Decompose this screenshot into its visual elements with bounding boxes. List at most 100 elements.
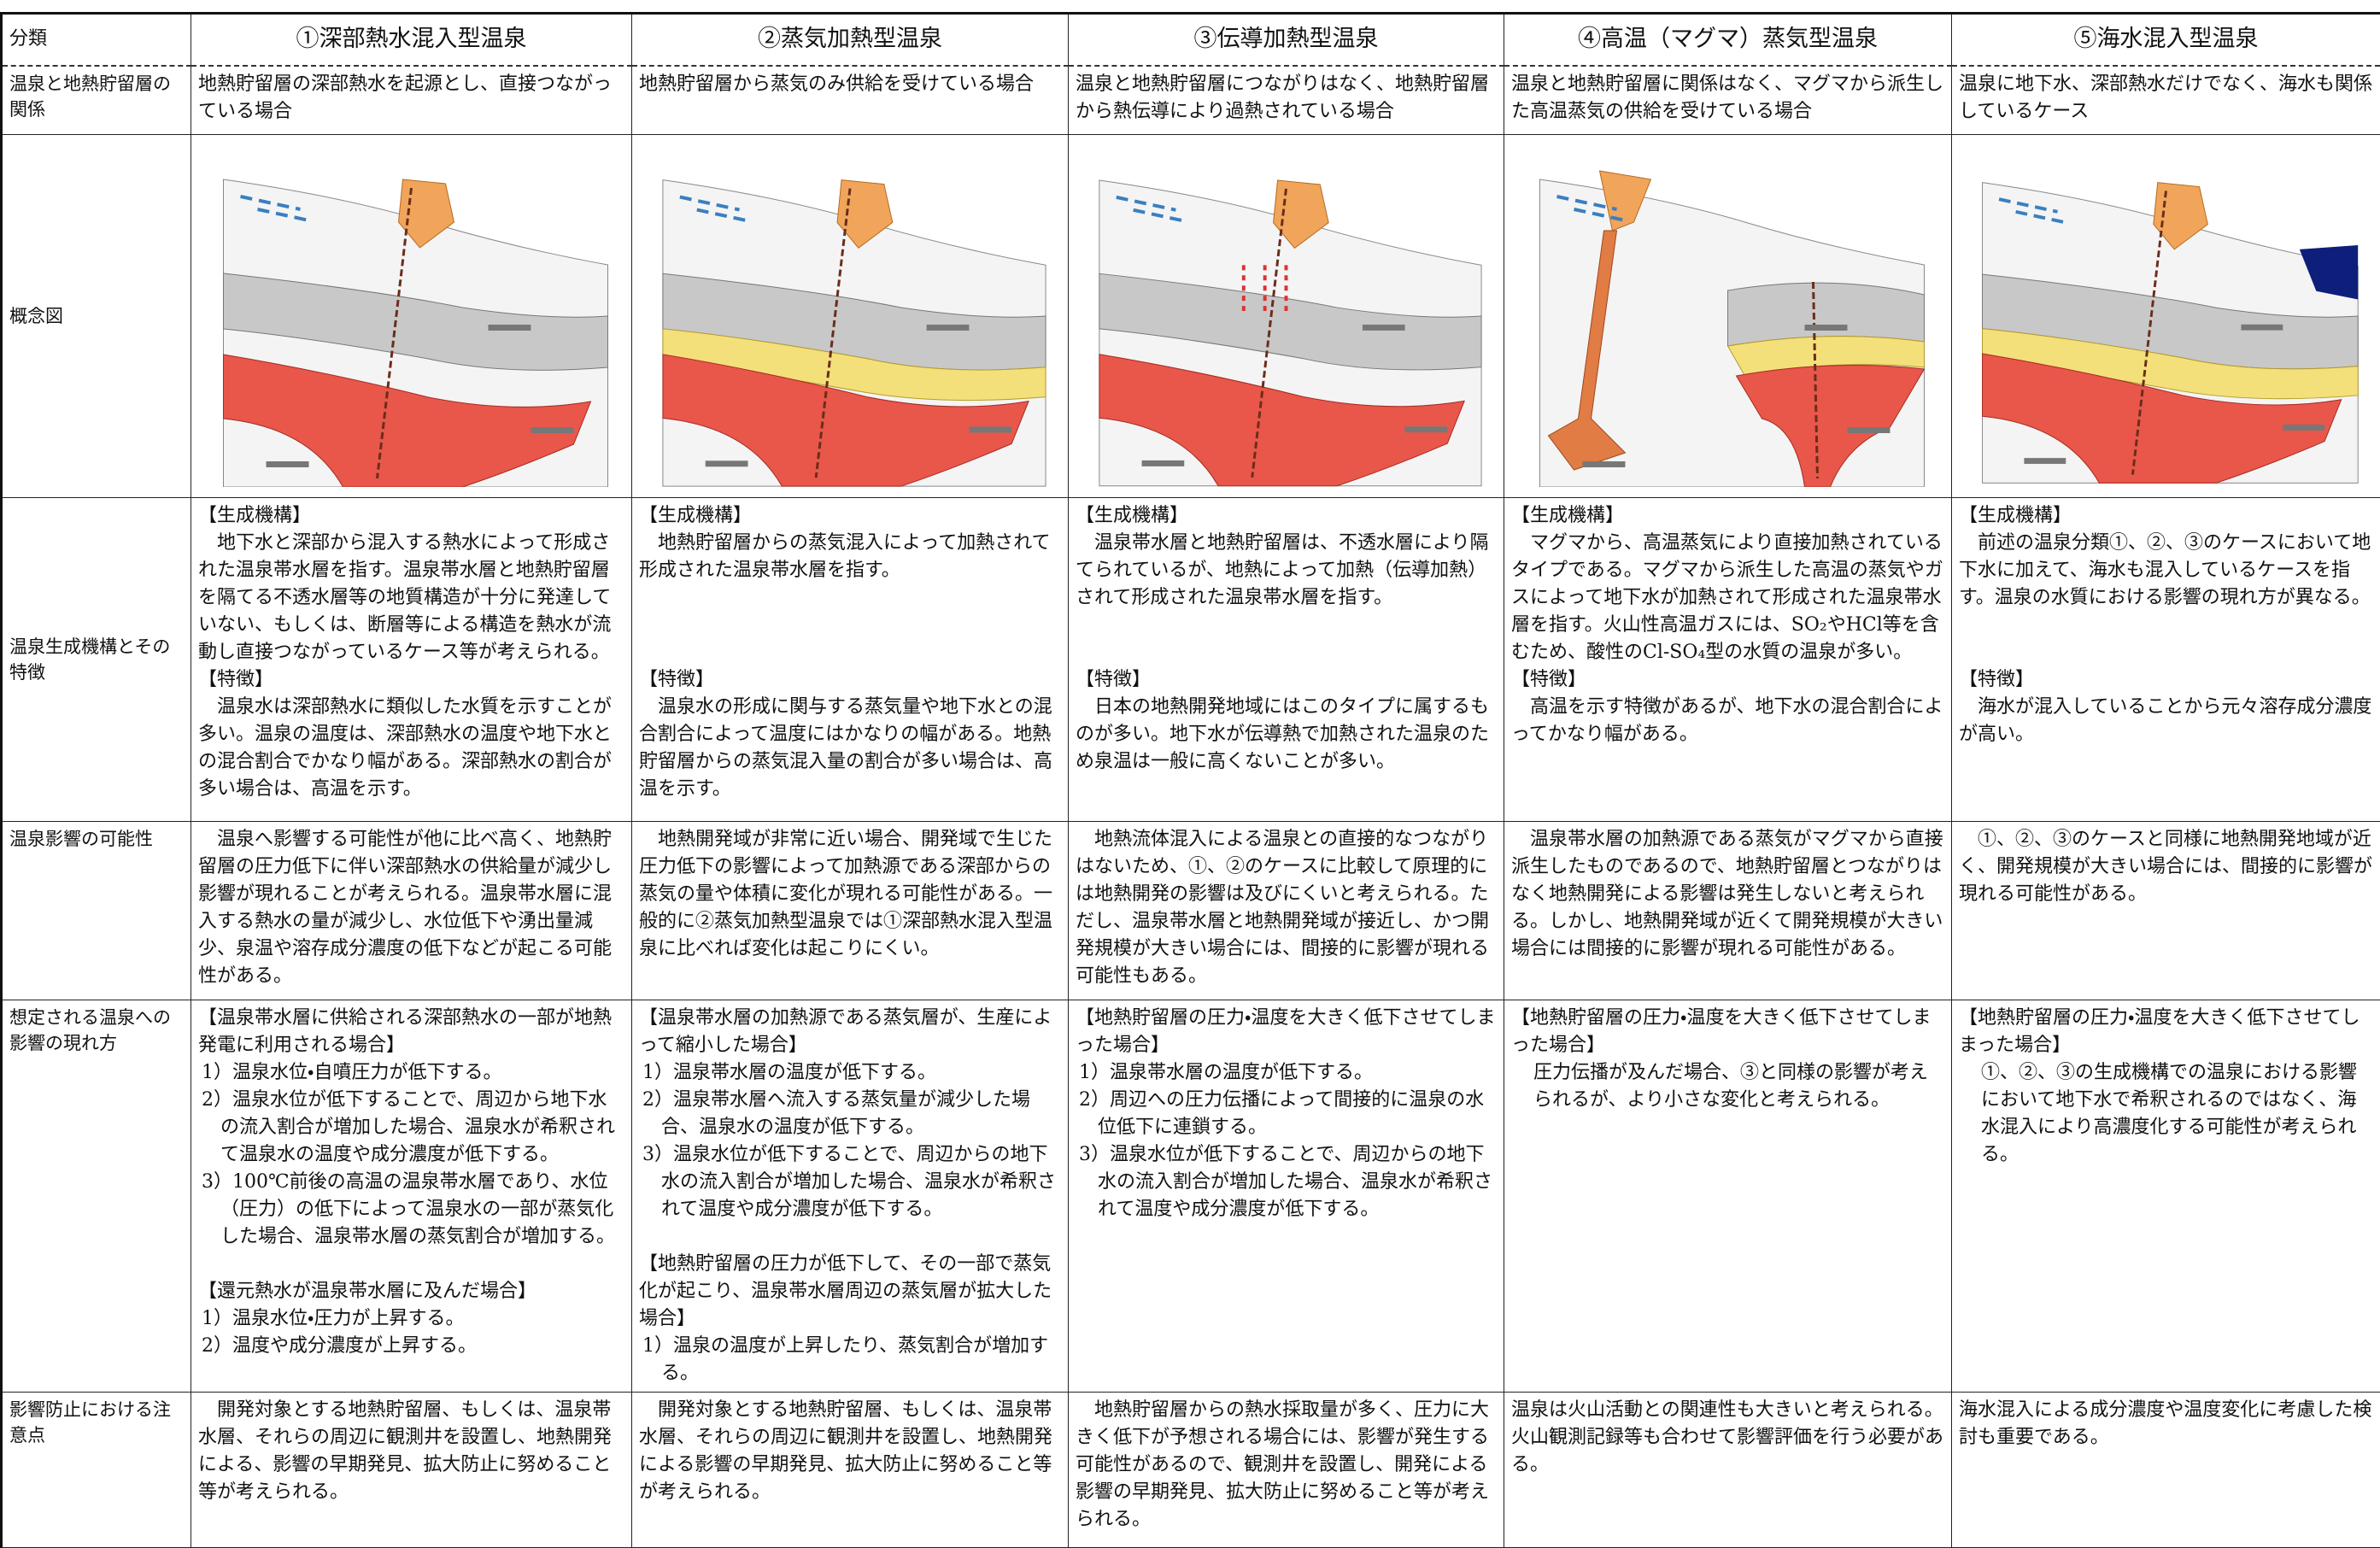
concept-diagram xyxy=(646,145,1054,487)
cell-text: 温泉帯水層の加熱源である蒸気がマグマから直接派生したものであるので、地熱貯留層と… xyxy=(1511,826,1944,963)
feature-section: 【特徴】 高温を示す特徴があるが、地下水の混合割合によってかなり幅がある。 xyxy=(1511,666,1944,748)
cell-text: 温泉は火山活動との関連性も大きいと考えられる。火山観測記録等も合わせて影響評価を… xyxy=(1511,1397,1944,1479)
cell-text: 地熱開発域が非常に近い場合、開発域で生じた圧力低下の影響によって加熱源である深部… xyxy=(639,826,1061,963)
section-text: 高温を示す特徴があるが、地下水の混合割合によってかなり幅がある。 xyxy=(1511,694,1944,748)
table-cell: 開発対象とする地熱貯留層、もしくは、温泉帯水層、それらの周辺に観測井を設置し、地… xyxy=(632,1393,1069,1548)
row-label: 概念図 xyxy=(2,135,191,498)
diagram-cell xyxy=(191,135,632,498)
table-cell: 【生成機構】 温泉帯水層と地熱貯留層は、不透水層により隔てられているが、地熱によ… xyxy=(1069,498,1504,822)
concept-diagram xyxy=(205,145,618,487)
diagram-shape xyxy=(706,460,748,466)
block-item: 2）温泉帯水層へ流入する蒸気量が減少した場合、温泉水の温度が低下する。 xyxy=(639,1087,1061,1141)
block-item: 3）温泉水位が低下することで、周辺からの地下水の流入割合が増加した場合、温泉水が… xyxy=(1076,1141,1497,1223)
cell-text: 温泉へ影響する可能性が他に比べ高く、地熱貯留層の圧力低下に伴い深部熱水の供給量が… xyxy=(198,826,624,990)
concept-diagram xyxy=(1966,145,2366,487)
table-cell: 温泉と地熱貯留層につながりはなく、地熱貯留層から熱伝導により過熱されている場合 xyxy=(1069,66,1504,135)
diagram-shape xyxy=(531,427,574,433)
cell-text: ①、②、③のケースと同様に地熱開発地域が近く、開発規模が大きい場合には、間接的に… xyxy=(1959,826,2373,908)
diagram-shape xyxy=(2283,425,2324,431)
mechanism-section: 【生成機構】 マグマから、高温蒸気により直接加熱されているタイプである。マグマか… xyxy=(1511,502,1944,666)
effect-block: 【地熱貯留層の圧力が低下して、その一部で蒸気化が起こり、温泉帯水層周辺の蒸気層が… xyxy=(639,1251,1061,1387)
cell-text: 開発対象とする地熱貯留層、もしくは、温泉帯水層、それらの周辺に観測井を設置し、地… xyxy=(198,1397,624,1506)
cell-text: 地熱流体混入による温泉との直接的なつながりはないため、①、②のケースに比較して原… xyxy=(1076,826,1497,990)
table-cell: 温泉へ影響する可能性が他に比べ高く、地熱貯留層の圧力低下に伴い深部熱水の供給量が… xyxy=(191,822,632,1000)
mechanism-section: 【生成機構】 地熱貯留層からの蒸気混入によって加熱されて形成された温泉帯水層を指… xyxy=(639,502,1061,666)
section-heading: 【生成機構】 xyxy=(1076,502,1497,530)
section-text: 温泉水は深部熱水に類似した水質を示すことが多い。温泉の温度は、深部熱水の温度や地… xyxy=(198,694,624,803)
mechanism-section: 【生成機構】 地下水と深部から混入する熱水によって形成された温泉帯水層を指す。温… xyxy=(198,502,624,666)
table-cell: 地熱流体混入による温泉との直接的なつながりはないため、①、②のケースに比較して原… xyxy=(1069,822,1504,1000)
section-heading: 【特徴】 xyxy=(1511,666,1944,694)
diagram-shape xyxy=(1405,426,1448,432)
section-text: 地熱貯留層からの蒸気混入によって加熱されて形成された温泉帯水層を指す。 xyxy=(639,530,1061,584)
table-row: 想定される温泉への影響の現れ方【温泉帯水層に供給される深部熱水の一部が地熱発電に… xyxy=(2,1000,2380,1393)
section-text: 温泉帯水層と地熱貯留層は、不透水層により隔てられているが、地熱によって加熱（伝導… xyxy=(1076,530,1497,612)
table-cell: 地熱貯留層からの熱水採取量が多く、圧力に大きく低下が予想される場合には、影響が発… xyxy=(1069,1393,1504,1548)
table-row: 概念図 xyxy=(2,135,2380,498)
block-item: 3）100℃前後の高温の温泉帯水層であり、水位（圧力）の低下によって温泉水の一部… xyxy=(198,1169,624,1251)
cell-text: 海水混入による成分濃度や温度変化に考慮した検討も重要である。 xyxy=(1959,1397,2373,1451)
diagram-shape xyxy=(267,461,309,467)
section-heading: 【生成機構】 xyxy=(1511,502,1944,530)
effect-block: 【地熱貯留層の圧力・温度を大きく低下させてしまった場合】 ①、②、③の生成機構で… xyxy=(1959,1005,2373,1169)
column-header: ①深部熱水混入型温泉 xyxy=(191,14,632,66)
block-heading: 【温泉帯水層の加熱源である蒸気層が、生産によって縮小した場合】 xyxy=(639,1005,1061,1059)
section-heading: 【特徴】 xyxy=(639,666,1061,694)
effect-block: 【地熱貯留層の圧力・温度を大きく低下させてしまった場合】 圧力伝播が及んだ場合、… xyxy=(1511,1005,1944,1114)
diagram-shape xyxy=(1805,325,1848,331)
effect-block: 【地熱貯留層の圧力・温度を大きく低下させてしまった場合】1）温泉帯水層の温度が低… xyxy=(1076,1005,1497,1223)
table-cell: 地熱開発域が非常に近い場合、開発域で生じた圧力低下の影響によって加熱源である深部… xyxy=(632,822,1069,1000)
feature-section: 【特徴】 海水が混入していることから元々溶存成分濃度が高い。 xyxy=(1959,666,2373,748)
block-heading: 【地熱貯留層の圧力が低下して、その一部で蒸気化が起こり、温泉帯水層周辺の蒸気層が… xyxy=(639,1251,1061,1333)
block-heading: 【温泉帯水層に供給される深部熱水の一部が地熱発電に利用される場合】 xyxy=(198,1005,624,1059)
table-cell: 【生成機構】 マグマから、高温蒸気により直接加熱されているタイプである。マグマか… xyxy=(1504,498,1952,822)
concept-diagram xyxy=(1082,145,1490,487)
table-cell: 【生成機構】 地下水と深部から混入する熱水によって形成された温泉帯水層を指す。温… xyxy=(191,498,632,822)
cell-text: 温泉と地熱貯留層に関係はなく、マグマから派生した高温蒸気の供給を受けている場合 xyxy=(1511,71,1944,126)
row-label: 影響防止における注意点 xyxy=(2,1393,191,1548)
section-heading: 【特徴】 xyxy=(198,666,624,694)
cell-text: 地熱貯留層からの熱水採取量が多く、圧力に大きく低下が予想される場合には、影響が発… xyxy=(1076,1397,1497,1533)
section-heading: 【生成機構】 xyxy=(1959,502,2373,530)
block-item: 1）温泉水位・圧力が上昇する。 xyxy=(198,1305,624,1333)
diagram-shape xyxy=(969,426,1011,432)
column-header: ⑤海水混入型温泉 xyxy=(1952,14,2380,66)
block-heading: 【地熱貯留層の圧力・温度を大きく低下させてしまった場合】 xyxy=(1076,1005,1497,1059)
cell-text: 温泉と地熱貯留層につながりはなく、地熱貯留層から熱伝導により過熱されている場合 xyxy=(1076,71,1497,126)
section-heading: 【特徴】 xyxy=(1076,666,1497,694)
row-label: 温泉影響の可能性 xyxy=(2,822,191,1000)
diagram-shape xyxy=(1583,461,1626,467)
table-cell: 温泉に地下水、深部熱水だけでなく、海水も関係しているケース xyxy=(1952,66,2380,135)
mechanism-section: 【生成機構】 前述の温泉分類①、②、③のケースにおいて地下水に加えて、海水も混入… xyxy=(1959,502,2373,666)
column-header: ④高温（マグマ）蒸気型温泉 xyxy=(1504,14,1952,66)
feature-section: 【特徴】 温泉水の形成に関与する蒸気量や地下水との混合割合によって温度にはかなり… xyxy=(639,666,1061,803)
block-item: 1）温泉の温度が上昇したり、蒸気割合が増加する。 xyxy=(639,1333,1061,1387)
table-cell: 【地熱貯留層の圧力・温度を大きく低下させてしまった場合】 圧力伝播が及んだ場合、… xyxy=(1504,1000,1952,1393)
table-row: 温泉と地熱貯留層の関係地熱貯留層の深部熱水を起源とし、直接つながっている場合地熱… xyxy=(2,66,2380,135)
feature-section: 【特徴】 温泉水は深部熱水に類似した水質を示すことが多い。温泉の温度は、深部熱水… xyxy=(198,666,624,803)
table-cell: 温泉と地熱貯留層に関係はなく、マグマから派生した高温蒸気の供給を受けている場合 xyxy=(1504,66,1952,135)
row-label: 温泉生成機構とその特徴 xyxy=(2,498,191,822)
table-cell: 温泉帯水層の加熱源である蒸気がマグマから直接派生したものであるので、地熱貯留層と… xyxy=(1504,822,1952,1000)
section-text: 前述の温泉分類①、②、③のケースにおいて地下水に加えて、海水も混入しているケース… xyxy=(1959,530,2373,612)
feature-section: 【特徴】 日本の地熱開発地域にはこのタイプに属するものが多い。地下水が伝導熱で加… xyxy=(1076,666,1497,776)
diagram-shape xyxy=(927,325,970,331)
section-text: 海水が混入していることから元々溶存成分濃度が高い。 xyxy=(1959,694,2373,748)
table-row: 温泉生成機構とその特徴【生成機構】 地下水と深部から混入する熱水によって形成され… xyxy=(2,498,2380,822)
block-item: 2）温泉水位が低下することで、周辺から地下水の流入割合が増加した場合、温泉水が希… xyxy=(198,1087,624,1169)
row-label: 温泉と地熱貯留層の関係 xyxy=(2,66,191,135)
diagram-shape xyxy=(1363,325,1405,331)
diagram-shape xyxy=(489,325,531,331)
section-heading: 【生成機構】 xyxy=(198,502,624,530)
block-item: 2）周辺への圧力伝播によって間接的に温泉の水位低下に連鎖する。 xyxy=(1076,1087,1497,1141)
mechanism-section: 【生成機構】 温泉帯水層と地熱貯留層は、不透水層により隔てられているが、地熱によ… xyxy=(1076,502,1497,666)
table-cell: 開発対象とする地熱貯留層、もしくは、温泉帯水層、それらの周辺に観測井を設置し、地… xyxy=(191,1393,632,1548)
block-item: 圧力伝播が及んだ場合、③と同様の影響が考えられるが、より小さな変化と考えられる。 xyxy=(1511,1059,1944,1114)
table-cell: 【温泉帯水層の加熱源である蒸気層が、生産によって縮小した場合】1）温泉帯水層の温… xyxy=(632,1000,1069,1393)
diagram-cell xyxy=(1069,135,1504,498)
table-cell: 【温泉帯水層に供給される深部熱水の一部が地熱発電に利用される場合】 1）温泉水位・… xyxy=(191,1000,632,1393)
